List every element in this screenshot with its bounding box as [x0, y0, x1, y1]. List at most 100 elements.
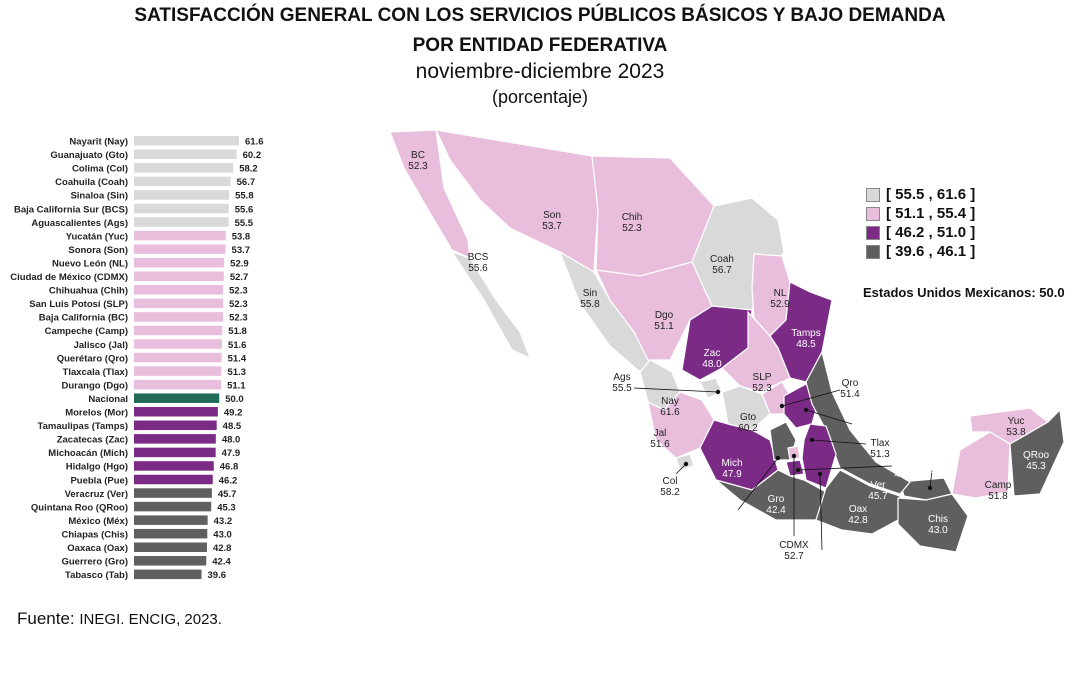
- category-label: Quintana Roo (QRoo): [31, 502, 128, 513]
- state-qroo-region: [1009, 408, 1065, 497]
- category-label: Hidalgo (Hgo): [66, 462, 128, 473]
- bar: [134, 420, 217, 431]
- bar: [134, 312, 224, 322]
- category-label: Sonora (Son): [68, 245, 128, 256]
- bar: [134, 434, 216, 444]
- value-label: 53.8: [232, 231, 251, 242]
- value-label: 48.5: [223, 421, 242, 432]
- state-gro-region: [715, 469, 827, 521]
- leader-dot: [715, 389, 721, 395]
- category-label: Zacatecas (Zac): [57, 435, 128, 446]
- category-label: Guerrero (Gro): [61, 557, 128, 568]
- state-abbr-label: Tab: [926, 454, 943, 465]
- legend-swatch: [866, 225, 880, 240]
- value-label: 56.7: [237, 177, 256, 188]
- category-label: Jalisco (Jal): [74, 340, 128, 351]
- category-label: Michoacán (Mich): [48, 448, 128, 459]
- category-label: Yucatán (Yuc): [66, 231, 128, 242]
- category-label: Nuevo León (NL): [52, 258, 128, 269]
- state-abbr-label: Ver: [870, 480, 886, 491]
- state-abbr-label: Gto: [740, 412, 757, 423]
- value-label: 52.3: [229, 286, 248, 297]
- state-abbr-label: Camp: [985, 480, 1012, 491]
- category-label: Chiapas (Chis): [61, 529, 128, 540]
- leader-dot: [791, 453, 797, 459]
- value-label: 52.3: [229, 299, 248, 310]
- bar: [134, 393, 220, 403]
- state-value-label: 60.2: [738, 423, 758, 434]
- map-legend: [ 55.5 , 61.6 ] [ 51.1 , 55.4 ] [ 46.2 ,…: [866, 185, 975, 261]
- legend-label: [ 55.5 , 61.6 ]: [886, 186, 976, 203]
- state-abbr-label: Dgo: [655, 310, 674, 321]
- value-label: 51.3: [227, 367, 246, 378]
- state-value-label: 51.6: [650, 439, 670, 450]
- state-value-label: 49.2: [894, 469, 914, 480]
- value-label: 61.6: [245, 137, 264, 148]
- value-label: 52.9: [230, 258, 249, 269]
- leader-line: [781, 389, 841, 407]
- leader-dot: [795, 467, 801, 473]
- bar: [134, 257, 225, 268]
- state-value-label: 48.0: [702, 359, 722, 370]
- state-abbr-label: Jal: [654, 428, 667, 439]
- legend-label: [ 46.2 , 51.0 ]: [886, 224, 976, 241]
- category-label: Chihuahua (Chih): [49, 286, 128, 297]
- state-dgo-region: [594, 261, 713, 361]
- leader-line: [805, 409, 853, 425]
- leader-dot: [817, 471, 823, 477]
- state-value-label: 42.8: [848, 515, 868, 526]
- state-value-label: 43.0: [928, 525, 948, 536]
- leader-line: [819, 473, 823, 551]
- state-value-label: 45.7: [868, 491, 888, 502]
- state-abbr-label: Tamps: [791, 328, 820, 339]
- legend-swatch: [866, 187, 880, 202]
- state-abbr-label: BCS: [468, 252, 489, 263]
- state-abbr-label: SLP: [753, 372, 772, 383]
- national-value-note: Estados Unidos Mexicanos: 50.0: [863, 285, 1065, 300]
- category-label: Querétaro (Qro): [57, 353, 128, 364]
- value-label: 53.7: [232, 245, 251, 256]
- chart-unit: (porcentaje): [491, 87, 589, 107]
- bar: [134, 379, 222, 390]
- bar: [134, 366, 222, 376]
- state-value-label: 52.3: [622, 223, 642, 234]
- category-label: Tamaulipas (Tamps): [38, 421, 128, 432]
- state-abbr-label: BC: [411, 150, 425, 161]
- state-abbr-label: NL: [774, 288, 787, 299]
- category-label: Nayarit (Nay): [69, 137, 128, 148]
- state-value-label: 47.9: [722, 469, 742, 480]
- bar: [134, 136, 239, 146]
- state-abbr-label: Sin: [583, 288, 597, 299]
- bar: [134, 352, 222, 363]
- bar: [134, 447, 216, 458]
- legend-swatch: [866, 206, 880, 221]
- category-label: Veracruz (Ver): [65, 489, 128, 500]
- value-label: 51.6: [228, 340, 247, 351]
- chart-title-line1: SATISFACCIÓN GENERAL CON LOS SERVICIOS P…: [134, 5, 946, 26]
- value-label: 47.9: [222, 448, 241, 459]
- category-label: Campeche (Camp): [45, 326, 128, 337]
- leader-line: [929, 469, 933, 489]
- state-abbr-label: Yuc: [1008, 416, 1025, 427]
- category-label: Puebla (Pue): [70, 475, 128, 486]
- state-abbr-label: Col: [662, 476, 677, 487]
- state-bcs-region: [450, 250, 532, 360]
- value-label: 45.7: [218, 489, 237, 500]
- bar: [134, 230, 226, 241]
- leader-line: [797, 465, 893, 471]
- chart-subtitle: noviembre-diciembre 2023: [415, 60, 665, 83]
- value-label: 51.1: [227, 380, 246, 391]
- legend-label: [ 51.1 , 55.4 ]: [886, 205, 976, 222]
- category-label: San Luis Potosí (SLP): [29, 299, 128, 310]
- state-value-label: 51.3: [870, 449, 890, 460]
- state-value-label: 51.8: [988, 491, 1008, 502]
- category-label: Aguascalientes (Ags): [31, 218, 128, 229]
- bar: [134, 271, 224, 281]
- legend-item: [ 55.5 , 61.6 ]: [866, 185, 975, 204]
- category-label: Oaxaca (Oax): [67, 543, 128, 554]
- legend-item: [ 39.6 , 46.1 ]: [866, 242, 975, 261]
- bar: [134, 244, 226, 254]
- value-label: 48.0: [222, 435, 241, 446]
- state-value-label: 52.3: [752, 383, 772, 394]
